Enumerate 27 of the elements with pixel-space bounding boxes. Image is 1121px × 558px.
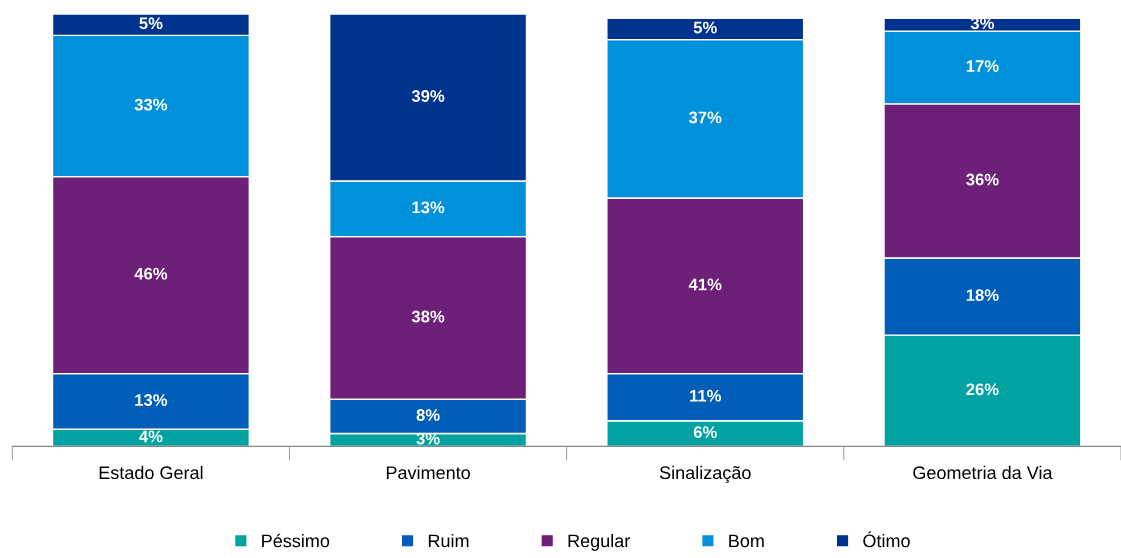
x-tick-label: Pavimento bbox=[386, 465, 470, 480]
data-label: 46% bbox=[134, 267, 168, 280]
legend-label: Ruim bbox=[428, 534, 469, 548]
legend-label: Regular bbox=[568, 534, 630, 551]
data-label: 5% bbox=[139, 17, 163, 30]
data-label: 17% bbox=[966, 60, 999, 72]
x-tick-label: Geometria da Via bbox=[913, 465, 1053, 480]
legend-label: Bom bbox=[729, 534, 764, 548]
data-label: 36% bbox=[966, 173, 999, 186]
legend-label: Ótimo bbox=[863, 531, 910, 548]
data-label: 38% bbox=[411, 310, 445, 323]
data-label: 33% bbox=[134, 98, 168, 111]
data-label: 5% bbox=[693, 21, 717, 34]
data-label: 39% bbox=[411, 90, 445, 102]
legend-label: Péssimo bbox=[262, 533, 330, 548]
data-label: 6% bbox=[693, 426, 717, 439]
data-label: 18% bbox=[966, 289, 999, 302]
data-label: 41% bbox=[688, 278, 722, 291]
data-label: 11% bbox=[690, 389, 722, 402]
x-tick-label: Sinalização bbox=[659, 465, 751, 483]
data-label: 13% bbox=[135, 394, 168, 406]
data-label: 13% bbox=[412, 201, 445, 214]
data-label: 37% bbox=[688, 111, 722, 124]
data-label: 8% bbox=[416, 409, 440, 421]
data-label: 26% bbox=[966, 383, 999, 396]
x-tick-label: Estado Geral bbox=[99, 465, 203, 480]
data-label: 4% bbox=[139, 430, 163, 443]
